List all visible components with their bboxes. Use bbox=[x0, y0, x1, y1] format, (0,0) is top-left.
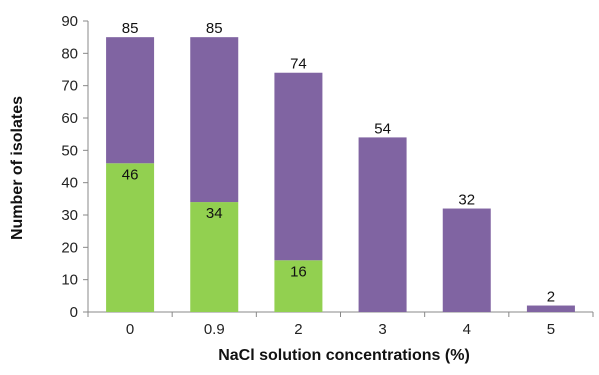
bar-total-label: 54 bbox=[374, 120, 391, 137]
x-tick-label: 5 bbox=[547, 321, 555, 338]
y-tick-label: 0 bbox=[70, 304, 78, 321]
segment-data-label: 46 bbox=[122, 166, 139, 183]
bar-segment-0 bbox=[274, 260, 323, 312]
y-tick-label: 50 bbox=[61, 142, 78, 159]
bar-segment-1 bbox=[526, 305, 575, 312]
x-tick-label: 4 bbox=[463, 321, 471, 338]
bar-total-label: 2 bbox=[547, 289, 555, 306]
bar-total-label: 32 bbox=[458, 192, 475, 209]
y-tick-label: 70 bbox=[61, 78, 78, 95]
bar-segment-1 bbox=[190, 37, 239, 203]
bar-total-label: 74 bbox=[290, 56, 307, 73]
plot-area: 01020304050607080904685034850.9167425433… bbox=[61, 13, 594, 338]
y-tick-label: 30 bbox=[61, 207, 78, 224]
segment-data-label: 16 bbox=[290, 263, 307, 280]
bar-segment-0 bbox=[106, 163, 155, 312]
y-tick-label: 80 bbox=[61, 45, 78, 62]
bar-segment-1 bbox=[274, 72, 323, 261]
segment-data-label: 34 bbox=[206, 205, 223, 222]
x-tick-label: 0.9 bbox=[204, 321, 225, 338]
y-tick-label: 20 bbox=[61, 239, 78, 256]
bar-total-label: 85 bbox=[122, 20, 139, 37]
bar-segment-1 bbox=[442, 208, 491, 312]
x-tick-label: 0 bbox=[126, 321, 134, 338]
x-tick-label: 3 bbox=[378, 321, 386, 338]
x-tick-label: 2 bbox=[294, 321, 302, 338]
y-tick-label: 90 bbox=[61, 13, 78, 30]
y-tick-label: 10 bbox=[61, 272, 78, 289]
y-tick-label: 40 bbox=[61, 175, 78, 192]
bar-segment-0 bbox=[190, 202, 239, 312]
y-tick-label: 60 bbox=[61, 110, 78, 127]
bar-segment-1 bbox=[106, 37, 155, 164]
bar-total-label: 85 bbox=[206, 20, 223, 37]
bar-segment-1 bbox=[358, 137, 407, 312]
y-axis-title: Number of isolates bbox=[9, 96, 26, 240]
x-axis-title: NaCl solution concentrations (%) bbox=[218, 347, 470, 364]
